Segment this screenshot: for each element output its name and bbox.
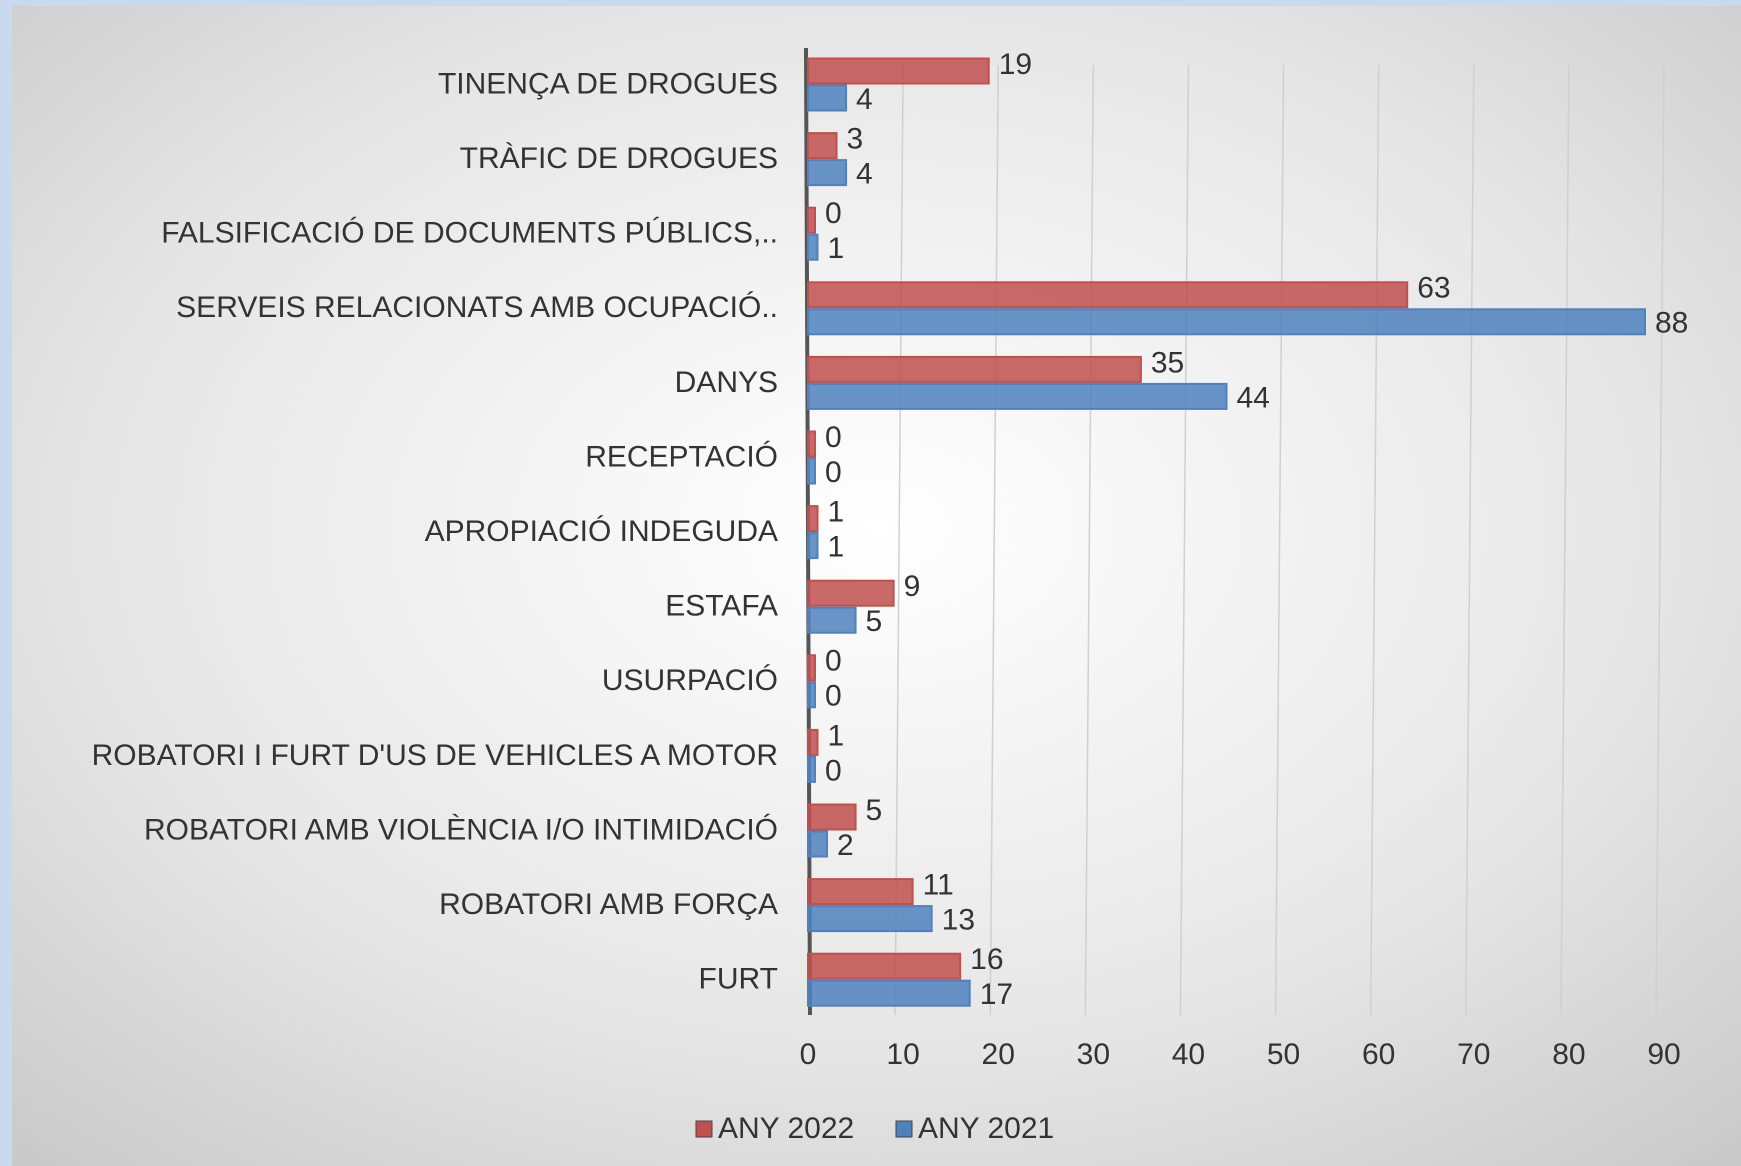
y-tick-label: TRÀFIC DE DROGUES [460,142,778,175]
bar [807,579,895,607]
bar [807,728,819,756]
x-tick-label: 90 [1647,1038,1680,1071]
bar [807,606,857,634]
bar [807,803,857,831]
data-label: 9 [904,570,921,603]
data-label: 0 [825,680,842,713]
y-tick-label: ROBATORI AMB FORÇA [439,888,778,921]
x-tick-label: 0 [800,1038,817,1071]
data-label: 4 [856,83,873,116]
bar [807,532,819,560]
bar [807,308,1646,336]
y-tick-label: FURT [699,963,778,996]
x-tick-label: 40 [1172,1038,1205,1071]
y-tick-label: ROBATORI I FURT D'US DE VEHICLES A MOTOR [92,739,778,772]
data-label: 63 [1417,272,1450,305]
data-label: 1 [828,719,845,752]
grid-line [1465,64,1475,1016]
bar [807,84,848,112]
data-label: 44 [1236,381,1269,414]
bar [807,57,990,85]
bar [807,233,819,261]
data-label: 0 [825,421,842,454]
bar [807,830,829,858]
y-tick-label: ESTAFA [665,590,778,623]
data-label: 0 [825,645,842,678]
x-tick-label: 80 [1552,1038,1585,1071]
bar [807,654,816,682]
bar [807,206,816,234]
data-label: 0 [825,456,842,489]
grid-line [1655,64,1665,1016]
y-tick-label: USURPACIÓ [602,664,778,697]
data-label: 1 [828,496,845,529]
grid-line [1369,64,1380,1016]
data-label: 88 [1655,307,1688,340]
y-tick-label: RECEPTACIÓ [585,440,778,473]
data-label: 13 [942,904,975,937]
bar [807,952,962,980]
data-label: 5 [866,605,883,638]
y-tick-label: FALSIFICACIÓ DE DOCUMENTS PÚBLICS,.. [161,217,778,250]
data-label: 3 [847,123,864,156]
data-label: 0 [825,754,842,787]
data-label: 5 [866,794,883,827]
data-label: 16 [970,943,1003,976]
bar [807,430,816,458]
bar [807,159,848,187]
x-tick-label: 10 [886,1038,919,1071]
grid-line [1560,64,1570,1016]
bar [807,505,819,533]
bar [807,681,816,709]
data-label: 0 [825,197,842,230]
bar [807,457,816,485]
y-tick-label: APROPIACIÓ INDEGUDA [425,515,778,548]
x-tick-label: 20 [982,1038,1015,1071]
data-label: 4 [856,158,873,191]
y-tick-label: DANYS [675,366,778,399]
y-tick-label: TINENÇA DE DROGUES [438,67,778,100]
bar [807,355,1142,383]
bar [807,382,1228,410]
x-tick-label: 60 [1362,1038,1395,1071]
data-label: 17 [980,978,1013,1011]
data-label: 2 [837,829,854,862]
grid-line [1084,64,1095,1016]
grid-line [989,64,999,1016]
bar [807,979,971,1007]
legend-label: ANY 2021 [918,1112,1054,1145]
bar [807,132,838,160]
data-label: 1 [828,531,845,564]
x-tick-label: 50 [1267,1038,1300,1071]
legend-swatch [695,1120,713,1138]
bar [807,281,1409,309]
x-tick-label: 30 [1077,1038,1110,1071]
x-tick-label: 70 [1457,1038,1490,1071]
legend-swatch [895,1120,913,1138]
y-tick-label: ROBATORI AMB VIOLÈNCIA I/O INTIMIDACIÓ [144,813,778,846]
legend-label: ANY 2022 [718,1112,854,1145]
data-label: 1 [828,232,845,265]
bar [807,905,933,933]
y-tick-label: SERVEIS RELACIONATS AMB OCUPACIÓ.. [176,291,778,324]
grid-line [894,64,904,1016]
grid-line [1274,64,1285,1016]
data-label: 11 [923,869,954,902]
data-label: 19 [999,48,1032,81]
bar [807,878,914,906]
grid-line [1179,64,1190,1016]
data-label: 35 [1151,346,1184,379]
bar [807,755,816,783]
